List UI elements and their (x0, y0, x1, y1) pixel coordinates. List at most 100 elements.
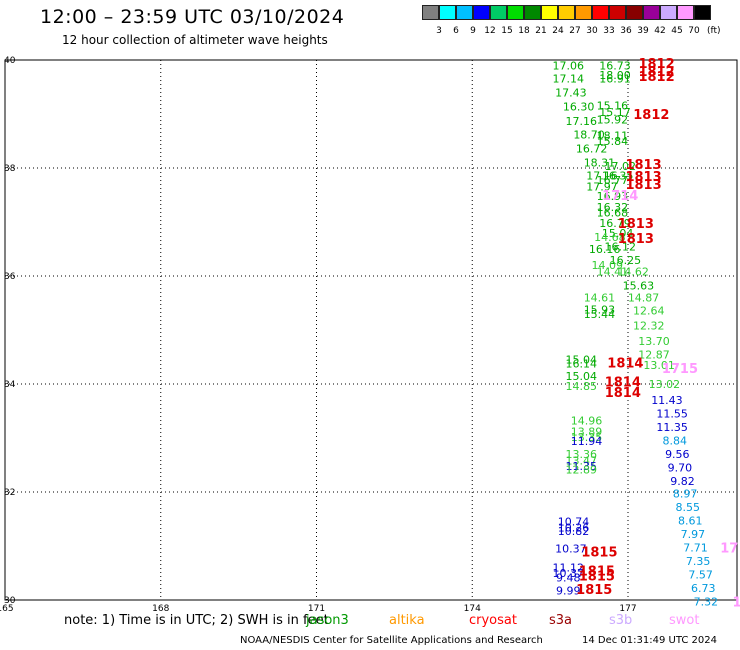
legend-cryosat: cryosat (469, 613, 517, 628)
wave-height-value: 17.97 (586, 180, 618, 193)
wave-height-value: 16.25 (610, 254, 642, 267)
wave-height-value: 16.93 (597, 190, 629, 203)
wave-height-value: 8.55 (675, 501, 700, 514)
colorbar-label: 39 (637, 26, 649, 36)
colorbar-label: 3 (436, 26, 442, 36)
wave-height-value: 14.96 (571, 415, 603, 428)
colorbar-swatch (456, 5, 473, 20)
colorbar-label: 30 (586, 26, 598, 36)
wave-height-value: 15.84 (597, 135, 629, 148)
wave-height-value: 9.99 (556, 584, 581, 597)
colorbar-label: 42 (654, 26, 666, 36)
pass-time-label: 1813 (625, 158, 661, 173)
wave-height-value: 15.92 (597, 113, 629, 126)
pass-time-label: 1815 (576, 583, 612, 598)
wave-height-value: 12.64 (633, 305, 665, 318)
pass-time-label: 1714 (602, 189, 638, 204)
wave-height-value: 12.32 (633, 320, 665, 333)
lon-tick-label: 177 (619, 604, 636, 614)
wave-height-value: 12.89 (566, 463, 598, 476)
lon-tick-label: 165 (0, 604, 14, 614)
wave-height-value: 13.02 (649, 378, 681, 391)
pass-time-label: 1812 (638, 70, 674, 85)
colorbar-swatch (422, 5, 439, 20)
pass-time-label: 1814 (605, 375, 641, 390)
generation-timestamp: 14 Dec 01:31:49 UTC 2024 (582, 635, 717, 646)
wave-height-value: 14.62 (617, 266, 649, 279)
pass-time-label: 1814 (605, 386, 641, 401)
colorbar-label: 15 (501, 26, 513, 36)
pass-time-label: 1 (733, 596, 740, 611)
wave-height-value: 10.37 (553, 567, 585, 580)
wave-height-value: 7.97 (681, 528, 706, 541)
lon-tick-label: 171 (308, 604, 325, 614)
colorbar-swatch (507, 5, 524, 20)
legend-s3b: s3b (609, 613, 633, 628)
wave-height-value: 9.70 (668, 462, 693, 475)
wave-height-value: 7.35 (686, 555, 711, 568)
wave-height-value: 14.41 (597, 266, 629, 279)
wave-height-value: 16.35 (602, 170, 634, 183)
pass-time-label: 1812 (633, 108, 669, 123)
wave-height-value: 10.74 (558, 516, 590, 529)
colorbar-swatch (677, 5, 694, 20)
pass-time-label: 1813 (625, 170, 661, 185)
wave-height-value: 13.47 (566, 455, 598, 468)
lat-tick-label: 30 (4, 596, 16, 606)
wave-height-value: 15.44 (584, 308, 616, 321)
colorbar-swatch (490, 5, 507, 20)
wave-height-value: 7.32 (694, 596, 719, 609)
wave-height-value: 18.31 (584, 157, 616, 170)
colorbar-swatch (694, 5, 711, 20)
wave-height-value: 11.94 (571, 435, 603, 448)
wave-height-value: 17.14 (553, 72, 585, 85)
colorbar-swatch (660, 5, 677, 20)
wave-height-value: 13.36 (566, 448, 598, 461)
wave-height-value: 9.48 (556, 571, 581, 584)
wave-height-value: 18.11 (597, 130, 629, 143)
lat-tick-label: 38 (4, 164, 16, 174)
wave-height-value: 15.04 (602, 227, 634, 240)
wave-height-value: 11.12 (553, 562, 585, 575)
wave-height-value: 16.14 (566, 357, 598, 370)
wave-height-value: 17.16 (586, 170, 618, 183)
wave-height-value: 15.16 (597, 99, 629, 112)
legend-jason3: jason3 (306, 613, 349, 628)
colorbar-label: 33 (603, 26, 615, 36)
wave-height-value: 18.70 (573, 129, 605, 142)
wave-height-value: 16.68 (597, 206, 629, 219)
map-frame (4, 59, 738, 601)
wave-height-value: 13.70 (638, 335, 670, 348)
wave-height-value: 14.87 (628, 292, 660, 305)
wave-height-value: 16.72 (576, 143, 608, 156)
wave-height-value: 7.71 (683, 542, 708, 555)
lat-tick-label: 32 (4, 488, 15, 498)
wave-height-value: 8.61 (678, 515, 703, 528)
wave-height-value: 15.04 (566, 370, 598, 383)
colorbar-label: 36 (620, 26, 632, 36)
colorbar-swatch (558, 5, 575, 20)
pass-time-label: 1715 (662, 362, 698, 377)
wave-height-value: 6.73 (691, 582, 716, 595)
pass-time-label: 1815 (579, 570, 615, 585)
wave-height-value: 14.09 (591, 259, 623, 272)
map-title: 12:00 – 23:59 UTC 03/10/2024 (40, 6, 345, 28)
wave-height-value: 11.35 (656, 421, 688, 434)
wave-height-value: 16.12 (604, 240, 636, 253)
wave-height-value: 12.87 (638, 348, 670, 361)
colorbar-label: 18 (518, 26, 530, 36)
wave-height-value: 16.91 (599, 72, 631, 85)
colorbar-label: 24 (552, 26, 564, 36)
wave-height-value: 15.04 (566, 354, 598, 367)
wave-height-value: 7.57 (688, 569, 713, 582)
wave-height-value: 9.82 (670, 475, 695, 488)
lat-tick-label: 40 (4, 56, 16, 66)
pass-time-label: 1813 (625, 178, 661, 193)
wave-height-value: 16.16 (589, 243, 621, 256)
lat-tick-label: 36 (4, 272, 16, 282)
wave-height-value: 17.43 (555, 86, 587, 99)
wave-height-value: 13.35 (571, 431, 603, 444)
wave-height-value: 14.61 (584, 292, 616, 305)
wave-height-value: 11.55 (656, 408, 688, 421)
wave-height-value: 18.00 (599, 69, 631, 82)
